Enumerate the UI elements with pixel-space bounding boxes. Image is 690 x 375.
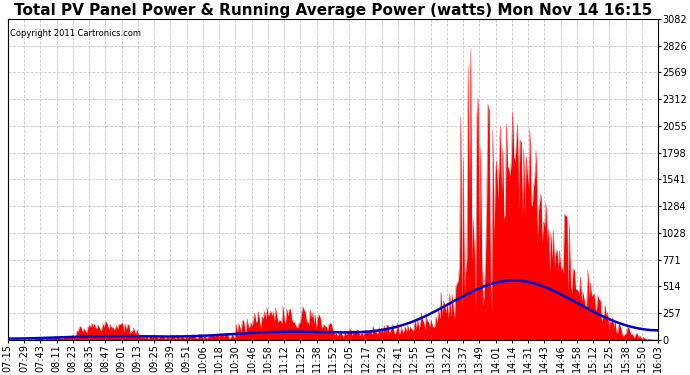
- Title: Total PV Panel Power & Running Average Power (watts) Mon Nov 14 16:15: Total PV Panel Power & Running Average P…: [14, 3, 652, 18]
- Text: Copyright 2011 Cartronics.com: Copyright 2011 Cartronics.com: [10, 28, 141, 38]
